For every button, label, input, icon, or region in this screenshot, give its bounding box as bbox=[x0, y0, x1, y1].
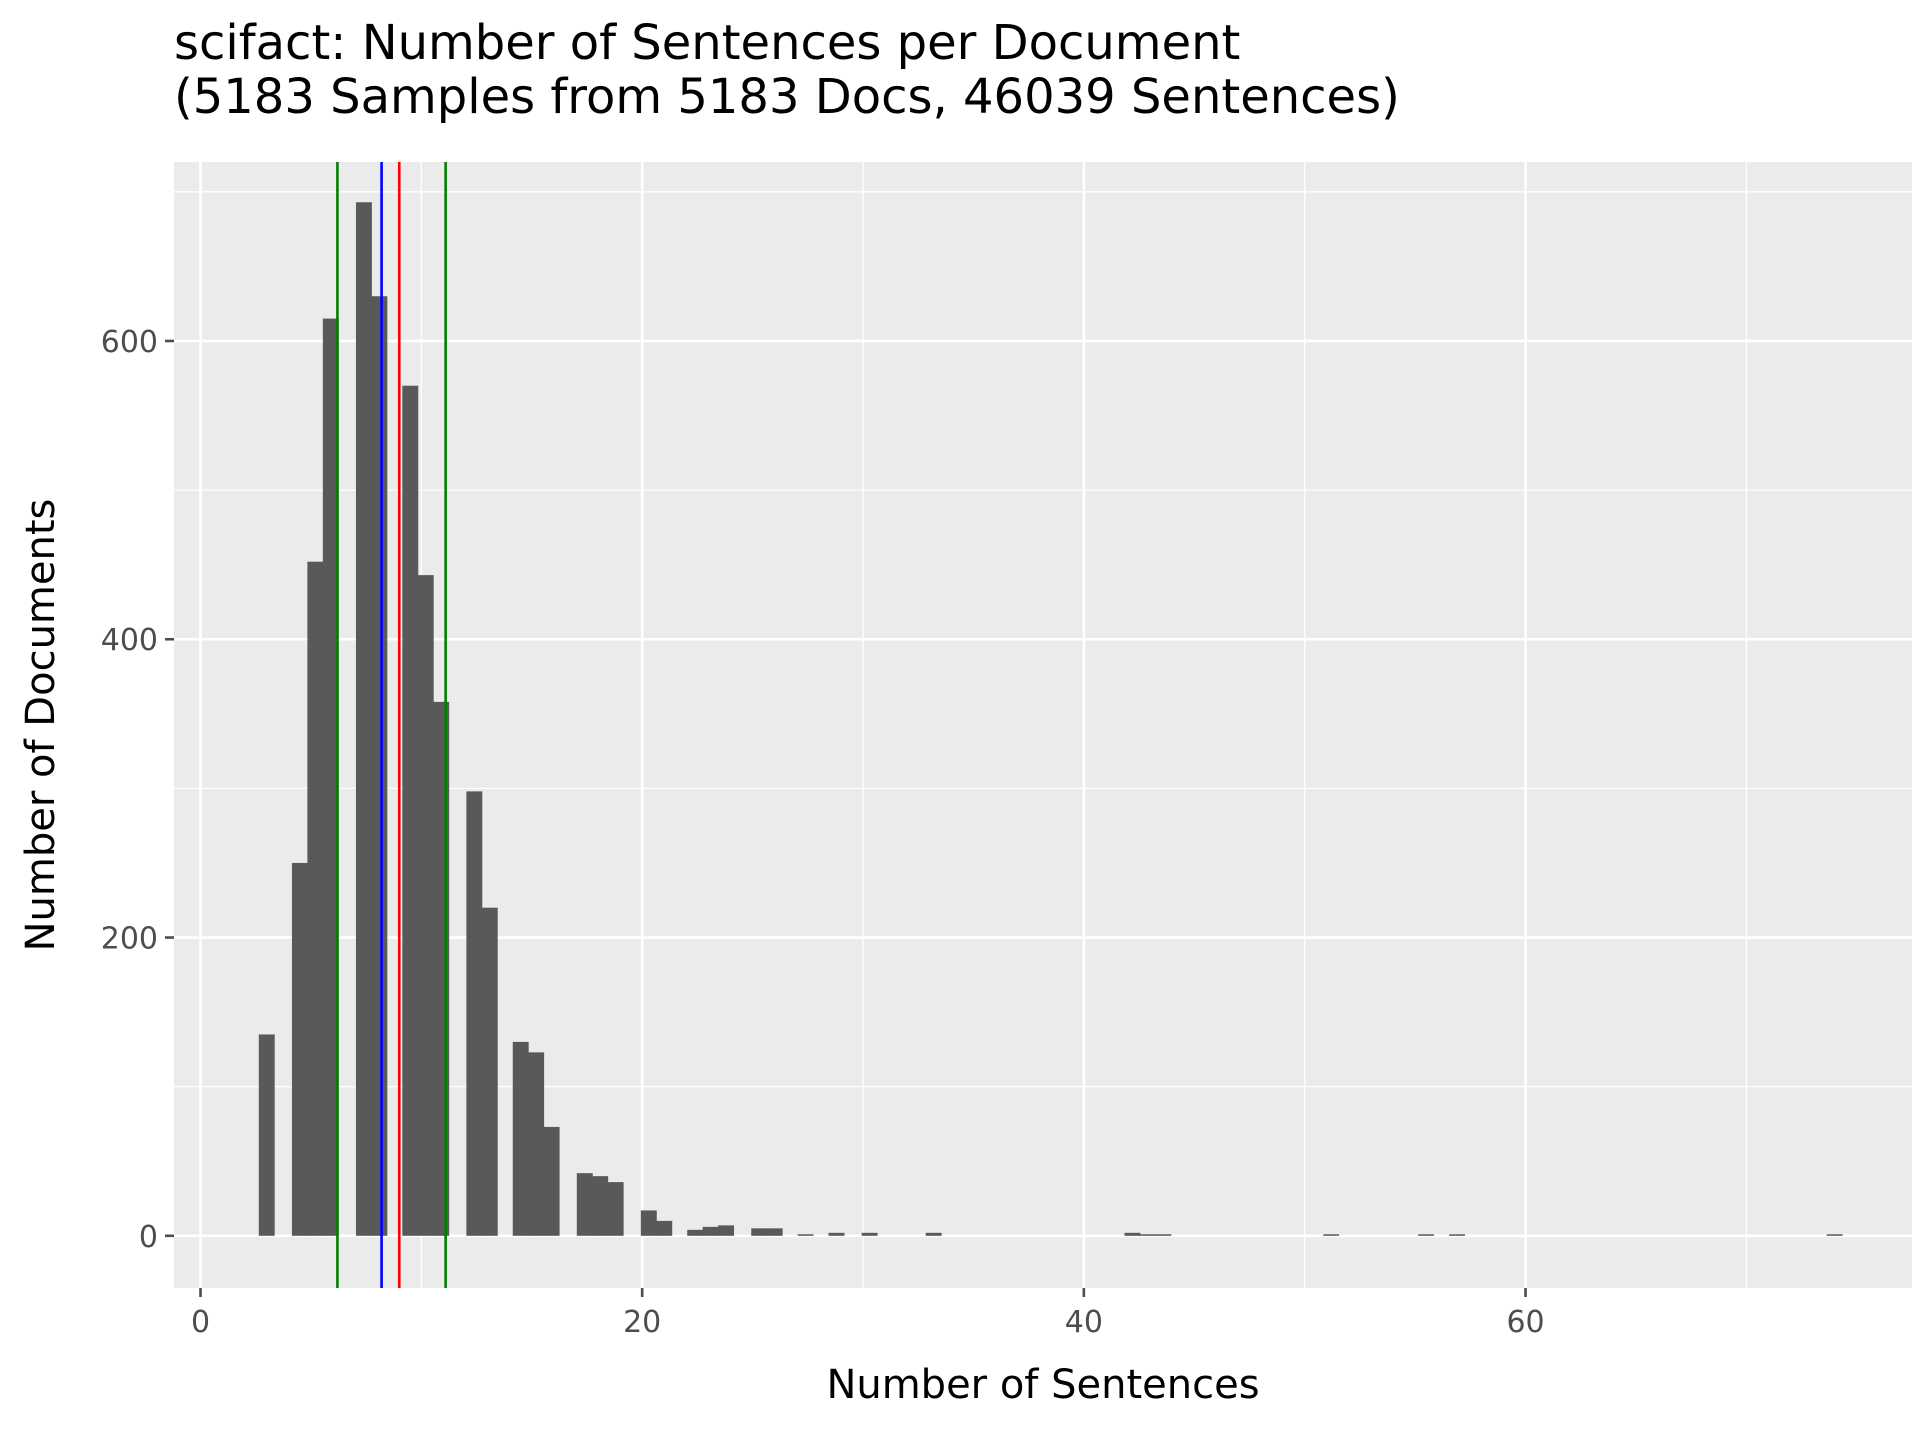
chart-title: scifact: Number of Sentences per Documen… bbox=[174, 15, 1240, 71]
y-tick-label: 200 bbox=[101, 922, 158, 957]
histogram-bar bbox=[1155, 1234, 1172, 1236]
y-axis-ticks: 0 200 400 600 bbox=[101, 325, 174, 1255]
y-tick-label: 600 bbox=[101, 325, 158, 360]
histogram-bar bbox=[702, 1226, 719, 1236]
minor-gridlines bbox=[174, 162, 1912, 1288]
histogram-bar bbox=[797, 1234, 814, 1236]
histogram-bar bbox=[1418, 1234, 1435, 1236]
plot-panel bbox=[174, 162, 1912, 1288]
x-tick-label: 40 bbox=[1065, 1305, 1103, 1340]
histogram-bar bbox=[1449, 1234, 1466, 1236]
histogram-bar bbox=[481, 907, 498, 1236]
histogram-bar bbox=[576, 1173, 593, 1236]
histogram-bar bbox=[656, 1220, 673, 1236]
histogram-bar bbox=[258, 1034, 275, 1236]
histogram-bar bbox=[307, 561, 324, 1236]
histogram-bar bbox=[925, 1232, 942, 1236]
x-tick-label: 20 bbox=[623, 1305, 661, 1340]
histogram-bar bbox=[1139, 1234, 1156, 1236]
histogram-bar bbox=[1124, 1232, 1141, 1236]
histogram-bar bbox=[1323, 1234, 1340, 1236]
histogram-bar bbox=[861, 1232, 878, 1236]
histogram-bar bbox=[592, 1176, 609, 1236]
histogram-bars bbox=[258, 202, 1843, 1236]
histogram-bar bbox=[322, 318, 339, 1236]
histogram-bar bbox=[371, 296, 388, 1236]
x-axis-ticks: 0 20 40 60 bbox=[191, 1288, 1545, 1340]
x-tick-label: 60 bbox=[1506, 1305, 1544, 1340]
histogram-bar bbox=[687, 1229, 704, 1236]
x-axis-title: Number of Sentences bbox=[826, 1362, 1259, 1408]
histogram-bar bbox=[543, 1126, 560, 1236]
y-tick-label: 400 bbox=[101, 623, 158, 658]
histogram-bar bbox=[417, 575, 434, 1236]
y-tick-label: 0 bbox=[139, 1220, 158, 1255]
reference-lines bbox=[336, 162, 447, 1288]
histogram-bar bbox=[718, 1225, 735, 1236]
histogram-bar bbox=[640, 1210, 657, 1236]
histogram-bar bbox=[291, 862, 308, 1236]
y-axis-title: Number of Documents bbox=[18, 499, 64, 952]
x-tick-label: 0 bbox=[191, 1305, 210, 1340]
histogram-bar bbox=[512, 1041, 529, 1236]
histogram-bar bbox=[1826, 1234, 1843, 1236]
histogram-bar bbox=[607, 1182, 624, 1236]
histogram-bar bbox=[402, 385, 419, 1236]
major-gridlines bbox=[174, 162, 1912, 1288]
histogram-bar bbox=[828, 1232, 845, 1236]
histogram-bar bbox=[766, 1228, 783, 1236]
histogram-bar bbox=[466, 791, 483, 1236]
histogram-bar bbox=[751, 1228, 768, 1236]
histogram-bar bbox=[355, 202, 372, 1236]
chart-subtitle: (5183 Samples from 5183 Docs, 46039 Sent… bbox=[174, 69, 1400, 125]
histogram-bar bbox=[528, 1052, 545, 1236]
